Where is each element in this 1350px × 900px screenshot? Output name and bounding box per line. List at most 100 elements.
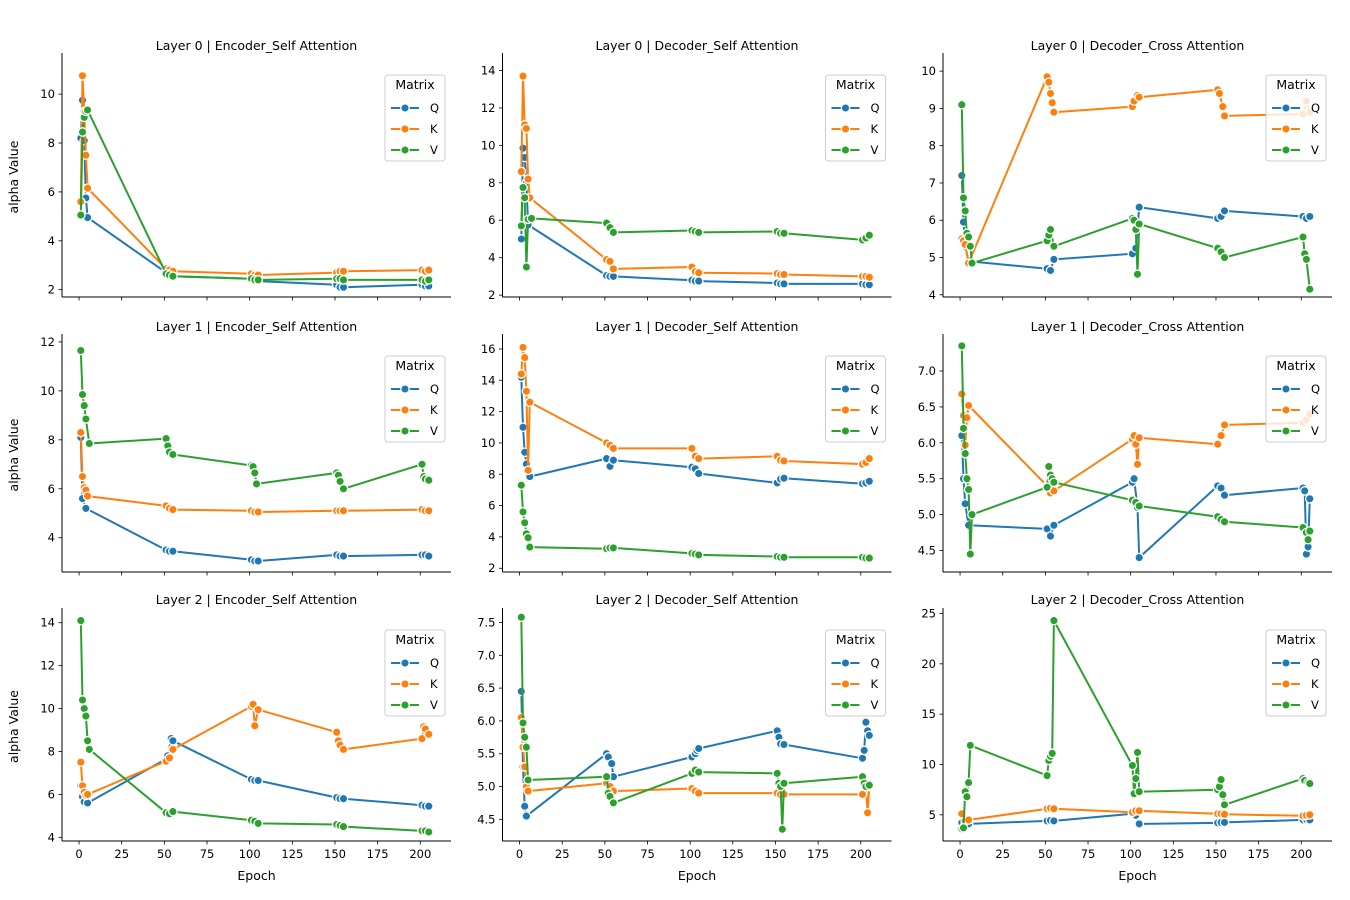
data-point-K [516,166,527,177]
legend-item-V: V [391,143,438,157]
data-point-V [965,241,976,252]
x-tick-label: 175 [807,847,829,861]
x-tick-label: 0 [956,847,963,861]
legend-item-Q: Q [831,656,880,670]
legend-item-V: V [831,143,879,157]
data-point-K [338,744,349,755]
y-tick-label: 4.5 [477,812,495,826]
legend-item-V: V [391,698,438,712]
y-tick-label: 4 [929,288,936,302]
data-point-Q [1134,202,1145,213]
legend-item-K: K [831,677,879,691]
y-tick-label: 6 [48,482,55,496]
data-point-K [1049,803,1059,814]
data-point-V [523,775,533,785]
data-point-K [779,269,789,280]
y-tick-label: 25 [921,607,936,621]
x-tick-label: 125 [281,847,303,861]
data-point-K [523,465,533,476]
y-tick-label: 2 [488,288,495,302]
data-point-V [519,517,530,528]
data-point-V [518,718,528,728]
x-tick-label: 175 [1248,847,1270,861]
y-tick-label: 4 [488,251,495,265]
y-tick-label: 6 [488,499,495,513]
data-point-V [1049,615,1059,626]
legend-label-Q: Q [430,656,439,670]
y-tick-label: 4 [488,530,495,544]
chart-title: Layer 2 | Encoder_Self Attention [156,592,357,607]
legend-label-K: K [871,403,879,417]
data-point-Q [1219,206,1230,216]
legend-item-V: V [1272,698,1319,712]
legend-label-V: V [1311,143,1319,157]
data-point-V [693,550,704,560]
data-point-Q [1304,493,1315,504]
data-point-V [79,400,90,411]
data-point-V [1127,760,1138,771]
x-tick-label: 25 [555,847,570,861]
chart-title: Layer 0 | Decoder_Cross Attention [1031,38,1245,53]
data-point-Q [693,743,704,754]
chart-title: Layer 1 | Decoder_Cross Attention [1031,319,1245,334]
data-point-Q [859,745,870,756]
series-line-K [79,74,430,276]
x-tick-label: 50 [598,847,613,861]
legend-label-Q: Q [430,382,439,396]
data-point-Q [779,473,789,484]
legend-item-Q: Q [391,382,439,396]
data-point-V [518,507,528,517]
x-tick-label: 100 [239,847,261,861]
data-point-K [1216,430,1226,441]
legend-item-V: V [1272,424,1319,438]
data-point-V [81,414,91,424]
legend-label-K: K [430,403,438,417]
data-point-V [338,821,349,832]
y-tick-label: 8 [929,139,936,153]
data-point-V [168,806,178,817]
y-tick-label: 10 [40,702,55,716]
legend-label-V: V [871,143,879,157]
data-point-V [75,345,86,356]
series-line-V [520,617,870,831]
legend-marker-Q [400,103,410,113]
data-point-V [958,423,969,434]
legend-box [825,74,886,162]
y-tick-label: 5.5 [477,747,495,761]
y-tick-label: 2 [488,561,495,575]
data-point-V [82,735,93,746]
legend-marker-V [840,700,851,710]
legend-item-Q: Q [391,656,439,670]
y-tick-label: 6.5 [477,681,495,695]
chart-title: Layer 0 | Encoder_Self Attention [156,38,357,53]
data-point-K [519,352,530,363]
data-point-V [1130,773,1141,784]
series-line-K [520,346,871,472]
x-tick-label: 100 [1120,847,1142,861]
data-point-V [1134,219,1145,229]
data-point-V [1304,526,1315,536]
legend-item-V: V [391,424,438,438]
data-point-V [601,771,612,782]
legend: Matrix QKV [384,74,446,162]
data-point-V [1304,778,1315,789]
legend-marker-Q [1281,658,1291,668]
y-tick-label: 10 [481,436,496,450]
data-point-V [168,271,178,282]
data-point-V [516,480,527,491]
data-point-K [331,727,342,738]
legend-item-Q: Q [1272,382,1320,396]
data-point-V [960,448,971,459]
data-point-Q [864,476,875,487]
data-point-K [1134,805,1145,816]
data-point-Q [1129,473,1139,484]
x-tick-label: 0 [75,847,82,861]
legend-marker-Q [400,658,410,668]
data-point-K [518,71,528,81]
data-point-Q [1304,211,1315,222]
x-tick-label: 125 [1162,847,1184,861]
data-point-V [693,767,704,777]
x-tick-label: 200 [409,847,431,861]
data-point-V [519,192,530,203]
data-point-V [608,227,619,238]
